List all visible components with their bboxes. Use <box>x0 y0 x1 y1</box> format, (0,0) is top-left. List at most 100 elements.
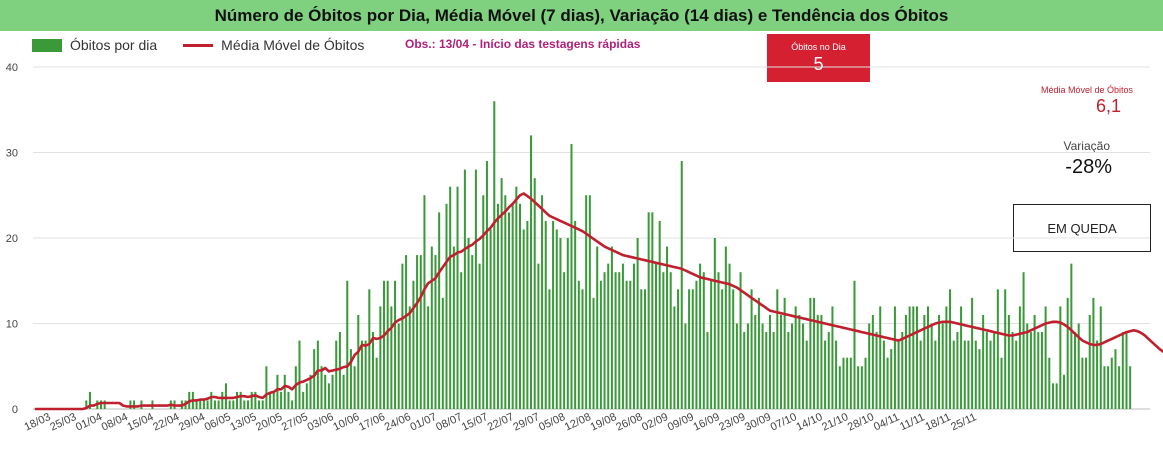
bar <box>430 246 433 409</box>
bar <box>566 238 569 409</box>
bar <box>897 340 900 409</box>
bar <box>949 289 952 409</box>
bar <box>982 314 985 409</box>
bar <box>463 169 466 409</box>
bar <box>460 272 463 409</box>
bar <box>129 400 132 409</box>
bar <box>680 161 683 409</box>
bar <box>570 143 573 409</box>
bar <box>923 314 926 409</box>
bar <box>805 340 808 409</box>
bar <box>342 374 345 409</box>
bar <box>265 366 268 409</box>
bar <box>735 323 738 409</box>
bar <box>1114 349 1117 409</box>
bar <box>717 272 720 409</box>
bar <box>1018 306 1021 409</box>
bar <box>522 229 525 409</box>
bar <box>280 391 283 409</box>
bar <box>489 229 492 409</box>
bar <box>291 400 294 409</box>
bar <box>331 374 334 409</box>
bar <box>849 357 852 409</box>
bar <box>405 255 408 409</box>
bar <box>467 238 470 409</box>
bar <box>901 332 904 409</box>
bar <box>1096 340 1099 409</box>
bar <box>239 391 242 409</box>
bar <box>438 212 441 409</box>
bar <box>507 212 510 409</box>
bar <box>768 314 771 409</box>
bar <box>261 400 264 409</box>
bar <box>349 349 352 409</box>
bar <box>1040 332 1043 409</box>
y-tick-label: 0 <box>12 404 18 416</box>
bar <box>235 391 239 409</box>
bar <box>743 332 746 409</box>
bar <box>357 314 360 409</box>
bar <box>254 391 257 409</box>
bar <box>379 306 382 409</box>
bar <box>669 272 672 409</box>
bar <box>276 374 279 409</box>
bar <box>574 220 577 409</box>
media-movel-value: 6,1 <box>1095 96 1121 116</box>
bar <box>412 280 415 409</box>
bar <box>772 332 775 409</box>
bar <box>941 323 944 409</box>
bar <box>401 263 404 409</box>
bar <box>621 263 624 409</box>
bar <box>1062 374 1066 409</box>
bar <box>842 357 845 409</box>
bar <box>871 314 874 409</box>
bar <box>327 383 330 409</box>
bar <box>732 289 735 409</box>
bar <box>375 357 378 409</box>
bar <box>427 306 430 409</box>
bar <box>537 263 540 409</box>
legend-line-swatch <box>183 43 214 47</box>
bar <box>651 212 654 409</box>
bar <box>338 332 341 409</box>
bar <box>666 246 669 409</box>
bar <box>1066 297 1069 409</box>
bar <box>368 289 371 409</box>
bar <box>761 323 764 409</box>
bar <box>269 391 272 409</box>
bar <box>757 297 760 409</box>
bar <box>599 280 602 409</box>
bar <box>603 272 606 409</box>
bar <box>636 238 639 409</box>
bar <box>695 280 698 409</box>
bar <box>496 203 499 409</box>
bar <box>423 195 426 409</box>
bar <box>1026 323 1029 409</box>
bar <box>724 246 727 409</box>
bar <box>548 289 551 409</box>
bar <box>1099 306 1102 409</box>
bar <box>691 289 694 409</box>
obitos-dia-value: 5 <box>813 54 824 74</box>
bar <box>960 306 963 409</box>
bar <box>371 332 375 409</box>
bar <box>500 178 503 409</box>
bar <box>474 169 477 409</box>
bar <box>221 391 224 409</box>
chart-legend: Óbitos por dia Média Móvel de Óbitos <box>32 37 364 53</box>
bar <box>1103 366 1106 409</box>
bar <box>919 340 922 409</box>
bar <box>386 280 389 409</box>
bar <box>1011 332 1014 409</box>
bar <box>662 272 665 409</box>
bar <box>658 220 661 409</box>
bar <box>298 340 301 409</box>
bar <box>816 314 819 409</box>
bar <box>511 203 514 409</box>
bar <box>247 400 250 409</box>
bar <box>710 280 713 409</box>
bar <box>217 400 220 409</box>
bar <box>316 340 319 409</box>
bar <box>647 212 650 409</box>
